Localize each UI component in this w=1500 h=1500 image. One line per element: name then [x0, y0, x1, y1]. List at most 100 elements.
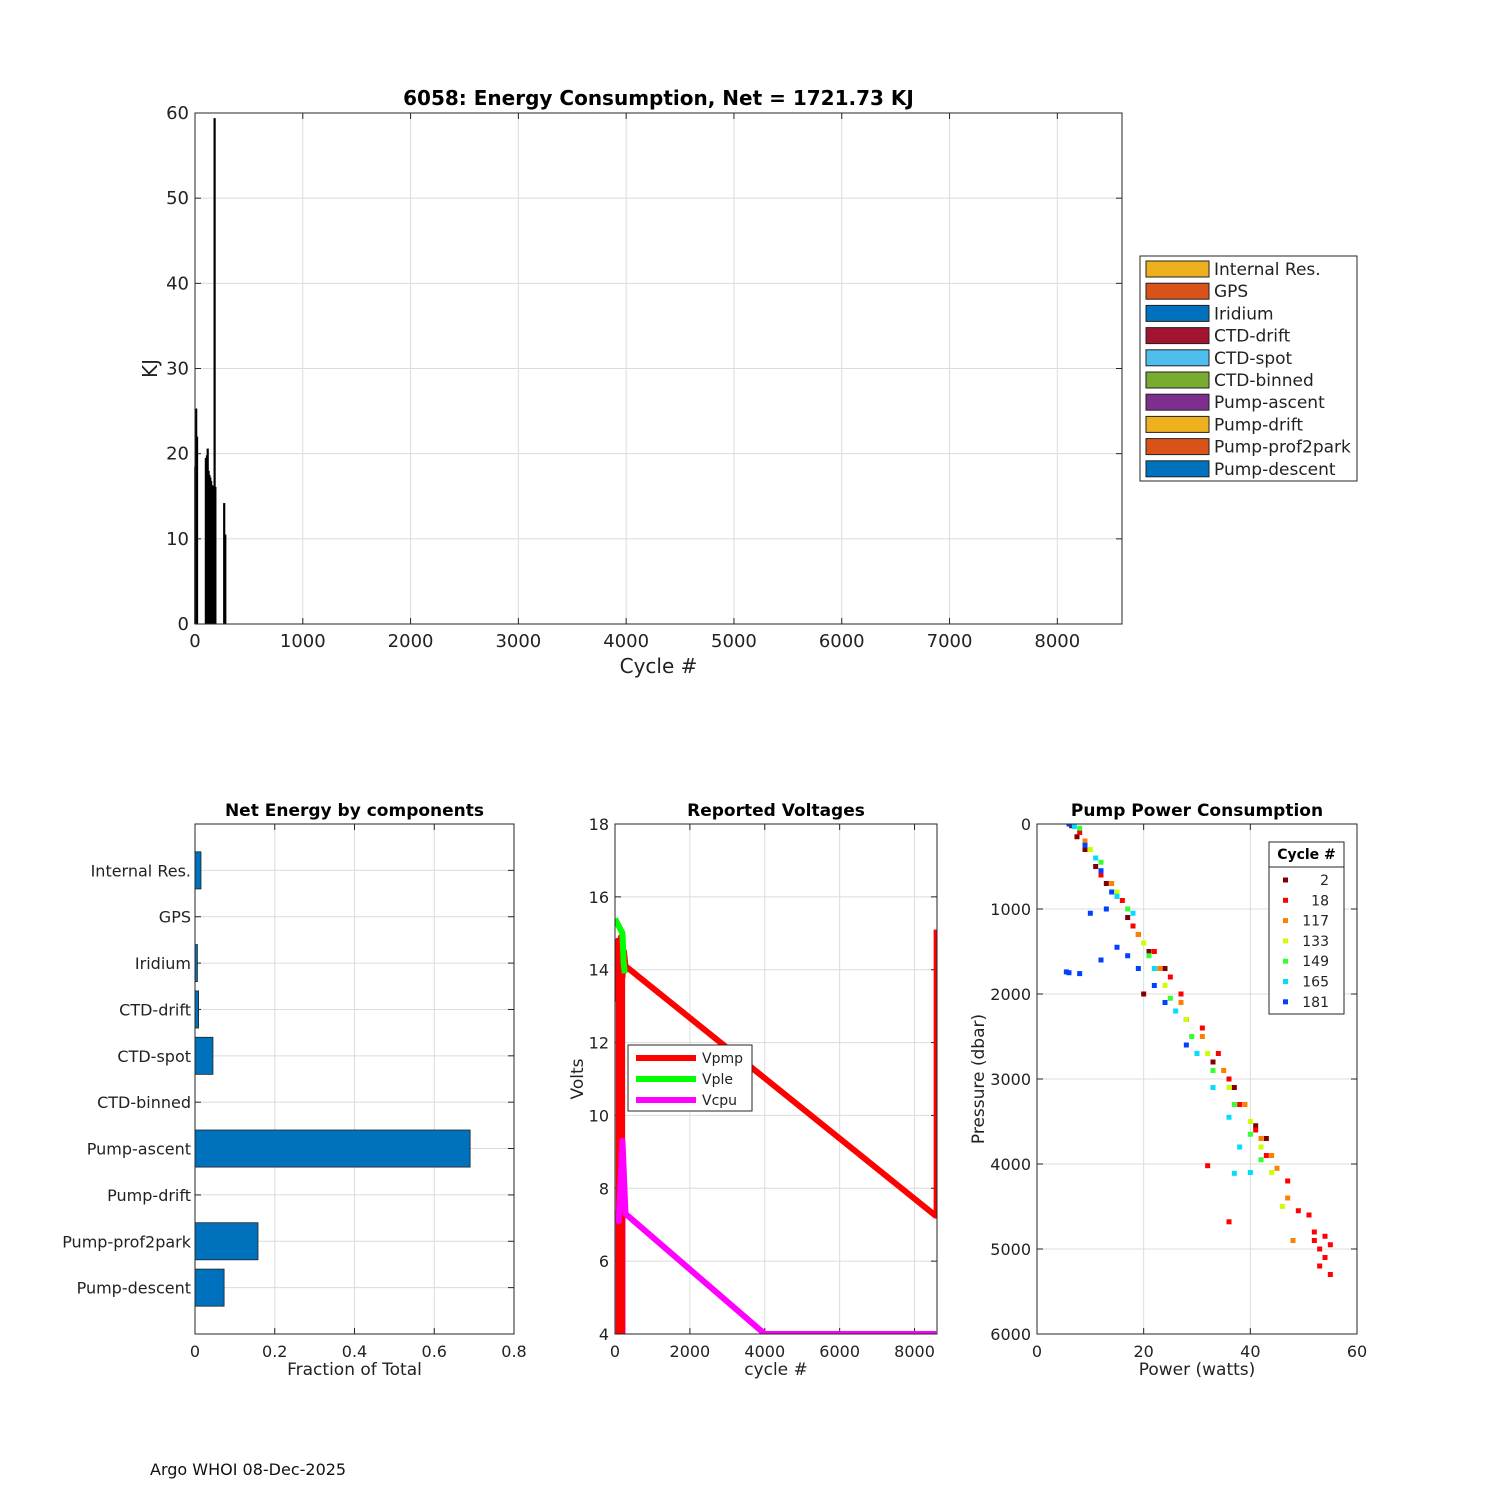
pump-xtick-label: 0: [1032, 1342, 1042, 1361]
energy-ytick-label: 0: [178, 614, 189, 635]
energy-title: 6058: Energy Consumption, Net = 1721.73 …: [403, 86, 914, 110]
pump-ytick-label: 1000: [990, 900, 1031, 919]
pump-point-cycle-117: [1285, 1195, 1291, 1201]
pump-point-cycle-181: [1151, 983, 1157, 988]
pump-point-cycle-18: [1205, 1163, 1211, 1169]
pump-point-cycle-165: [1247, 1170, 1253, 1175]
voltages-ytick-label: 4: [599, 1325, 609, 1344]
voltages-xtick-label: 6000: [819, 1342, 860, 1361]
pump-legend-label: 2: [1320, 873, 1329, 889]
pump-point-cycle-18: [1167, 974, 1173, 980]
pump-point-cycle-18: [1237, 1102, 1243, 1107]
pump-legend-marker: [1283, 877, 1288, 883]
pump-point-cycle-117: [1269, 1153, 1275, 1158]
energy-legend-label: Pump-descent: [1214, 460, 1336, 480]
voltages-vcpu-line: [615, 1137, 937, 1334]
energy-legend-label: GPS: [1214, 282, 1248, 302]
energy-ytick-label: 30: [166, 359, 189, 380]
pump-point-cycle-117: [1242, 1102, 1248, 1107]
pump-point-cycle-18: [1226, 1219, 1232, 1225]
voltages-ytick-label: 12: [589, 1034, 609, 1053]
energy-legend-swatch: [1145, 415, 1210, 433]
voltages-xtick-label: 8000: [894, 1342, 935, 1361]
pump-point-cycle-149: [1258, 1157, 1264, 1163]
pump-point-cycle-18: [1077, 830, 1083, 835]
pump-ytick-label: 3000: [990, 1070, 1031, 1089]
pump-point-cycle-165: [1194, 1051, 1200, 1056]
pump-point-cycle-117: [1258, 1136, 1264, 1141]
pump-point-cycle-18: [1285, 1178, 1291, 1184]
pump-point-cycle-2: [1146, 949, 1152, 954]
components-bar: [194, 1036, 214, 1075]
energy-ytick-label: 10: [166, 529, 189, 550]
pump-xlabel: Power (watts): [1139, 1360, 1256, 1380]
components-xlabel: Fraction of Total: [287, 1360, 422, 1380]
pump-point-cycle-165: [1226, 1114, 1232, 1120]
pump-point-cycle-181: [1135, 966, 1141, 971]
voltages-legend-label: Vpmp: [702, 1051, 743, 1067]
pump-point-cycle-18: [1311, 1238, 1317, 1243]
pump-point-cycle-181: [1109, 889, 1115, 895]
components-xtick-label: 0.2: [262, 1342, 287, 1361]
voltages-ytick-label: 18: [589, 815, 609, 834]
energy-legend-label: Pump-prof2park: [1214, 438, 1351, 458]
voltages-ytick-label: 8: [599, 1179, 609, 1198]
energy-ytick-label: 50: [166, 188, 189, 209]
voltages-xlabel: cycle #: [744, 1360, 808, 1380]
energy-xtick-label: 6000: [819, 631, 865, 652]
pump-point-cycle-18: [1311, 1229, 1317, 1235]
pump-point-cycle-165: [1231, 1170, 1237, 1176]
pump-point-cycle-133: [1205, 1051, 1211, 1056]
pump-point-cycle-18: [1098, 872, 1104, 878]
pump-legend-label: 18: [1311, 893, 1329, 909]
energy-frame: [194, 112, 1123, 625]
components-xtick-label: 0: [190, 1342, 200, 1361]
pump-point-cycle-181: [1114, 944, 1120, 950]
energy-xtick-label: 0: [189, 631, 200, 652]
pump-point-cycle-2: [1253, 1123, 1259, 1129]
energy-legend-label: Pump-ascent: [1214, 393, 1325, 413]
energy-legend-swatch: [1145, 438, 1210, 456]
pump-point-cycle-117: [1178, 1000, 1184, 1005]
pump-frame: [1036, 823, 1358, 1335]
voltages-xtick-label: 2000: [670, 1342, 711, 1361]
energy-legend-swatch: [1145, 327, 1210, 345]
energy-legend-label: CTD-binned: [1214, 371, 1314, 391]
pump-point-cycle-117: [1199, 1034, 1205, 1039]
pump-point-cycle-2: [1141, 991, 1147, 997]
energy-xtick-label: 7000: [927, 631, 973, 652]
voltages-legend-label: Vple: [702, 1072, 733, 1088]
energy-legend-label: Iridium: [1214, 304, 1274, 324]
components-frame: [194, 823, 515, 1335]
pump-legend-box: [1268, 841, 1345, 1015]
voltages-vpmp-band: [615, 940, 626, 1334]
pump-legend-label: 165: [1302, 975, 1329, 991]
pump-point-cycle-181: [1183, 1042, 1189, 1048]
pump-legend-title: Cycle #: [1277, 847, 1336, 863]
pump-point-cycle-165: [1210, 1085, 1216, 1090]
energy-xtick-label: 2000: [388, 631, 434, 652]
pump-point-cycle-181: [1098, 957, 1104, 963]
pump-point-cycle-18: [1306, 1212, 1312, 1218]
pump-point-cycle-165: [1114, 893, 1120, 899]
pump-legend-label: 149: [1302, 954, 1329, 970]
pump-point-cycle-117: [1109, 881, 1115, 886]
components-category-label: GPS: [159, 908, 191, 927]
pump-plot-area: [1063, 824, 1333, 1277]
pump-point-cycle-18: [1151, 949, 1157, 954]
energy-legend-swatch: [1145, 349, 1210, 367]
energy-legend-label: CTD-spot: [1214, 349, 1293, 369]
energy-bar: [224, 534, 227, 624]
energy-xlabel: Cycle #: [620, 654, 698, 678]
pump-point-cycle-181: [1066, 824, 1072, 827]
pump-point-cycle-117: [1135, 932, 1141, 937]
pump-legend-marker: [1283, 958, 1288, 964]
voltages-ytick-label: 16: [589, 888, 609, 907]
pump-legend-marker: [1283, 979, 1288, 984]
pump-point-cycle-165: [1130, 910, 1136, 916]
energy-ylabel: KJ: [138, 359, 162, 378]
pump-point-cycle-2: [1093, 864, 1099, 869]
energy-ytick-label: 60: [166, 103, 189, 124]
components-xtick-label: 0.8: [501, 1342, 526, 1361]
pump-point-cycle-18: [1317, 1246, 1323, 1252]
